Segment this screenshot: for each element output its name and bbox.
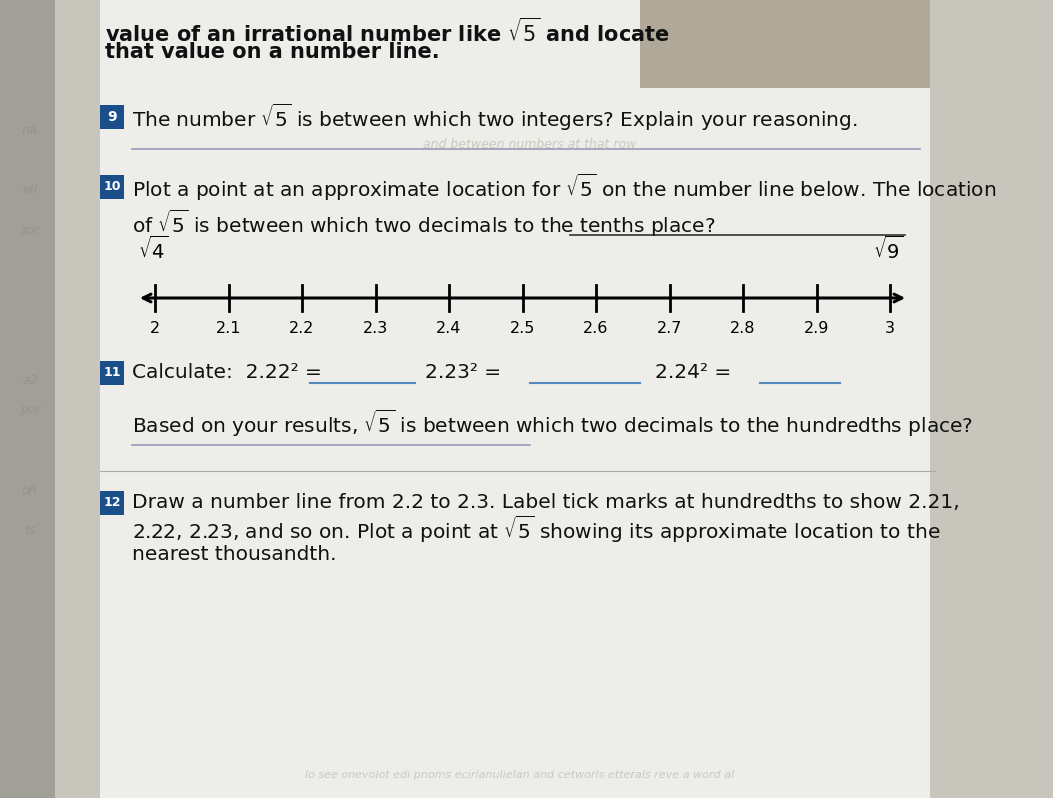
Text: ell: ell — [22, 184, 37, 196]
Text: a2: a2 — [22, 373, 38, 386]
Text: 9: 9 — [107, 110, 117, 124]
Text: 2.1: 2.1 — [216, 321, 241, 336]
Text: 2.9: 2.9 — [803, 321, 829, 336]
Text: 12: 12 — [103, 496, 121, 509]
Text: of $\sqrt{5}$ is between which two decimals to the tenths place?: of $\sqrt{5}$ is between which two decim… — [132, 207, 716, 239]
Text: 2.22, 2.23, and so on. Plot a point at $\sqrt{5}$ showing its approximate locati: 2.22, 2.23, and so on. Plot a point at $… — [132, 513, 940, 544]
Text: lo see onevolot edi pnoms ecirlanulielan and cetworls etterals reve a word al: lo see onevolot edi pnoms ecirlanulielan… — [305, 770, 735, 780]
Text: 10: 10 — [103, 180, 121, 193]
Text: oR: oR — [22, 484, 38, 496]
Text: value of an irrational number like $\sqrt{5}$ and locate: value of an irrational number like $\sqr… — [105, 18, 670, 46]
Text: sor: sor — [20, 223, 40, 236]
Text: 2.4: 2.4 — [436, 321, 461, 336]
Text: Draw a number line from 2.2 to 2.3. Label tick marks at hundredths to show 2.21,: Draw a number line from 2.2 to 2.3. Labe… — [132, 493, 959, 512]
Text: nearest thousandth.: nearest thousandth. — [132, 546, 337, 564]
Text: Plot a point at an approximate location for $\sqrt{5}$ on the number line below.: Plot a point at an approximate location … — [132, 172, 996, 203]
Text: nA: nA — [22, 124, 38, 136]
Bar — [100, 105, 124, 129]
Text: 2.23² =: 2.23² = — [425, 364, 508, 382]
Bar — [55, 0, 100, 798]
Text: 2: 2 — [150, 321, 160, 336]
Text: 2.8: 2.8 — [730, 321, 756, 336]
Text: 11: 11 — [103, 366, 121, 380]
Bar — [100, 0, 930, 798]
Bar — [0, 0, 55, 798]
Bar — [100, 491, 124, 515]
Text: Based on your results, $\sqrt{5}$ is between which two decimals to the hundredth: Based on your results, $\sqrt{5}$ is bet… — [132, 408, 973, 439]
Text: The number $\sqrt{5}$ is between which two integers? Explain your reasoning.: The number $\sqrt{5}$ is between which t… — [132, 101, 857, 132]
Text: 2.3: 2.3 — [363, 321, 389, 336]
Text: Calculate:  2.22² =: Calculate: 2.22² = — [132, 364, 329, 382]
Text: ts: ts — [24, 523, 36, 536]
Bar — [100, 361, 124, 385]
Bar — [930, 0, 1053, 798]
Text: 2.6: 2.6 — [583, 321, 609, 336]
Text: $\sqrt{4}$: $\sqrt{4}$ — [138, 235, 168, 263]
Text: por: por — [20, 404, 40, 417]
Text: 2.7: 2.7 — [657, 321, 682, 336]
Text: 2.5: 2.5 — [510, 321, 535, 336]
Text: 2.2: 2.2 — [290, 321, 315, 336]
Bar — [640, 0, 930, 88]
Text: and between numbers at that row: and between numbers at that row — [423, 139, 637, 152]
Text: that value on a number line.: that value on a number line. — [105, 42, 439, 62]
Text: 3: 3 — [885, 321, 895, 336]
Text: $\sqrt{9}$: $\sqrt{9}$ — [873, 235, 903, 263]
Bar — [100, 175, 124, 199]
Text: 2.24² =: 2.24² = — [655, 364, 737, 382]
